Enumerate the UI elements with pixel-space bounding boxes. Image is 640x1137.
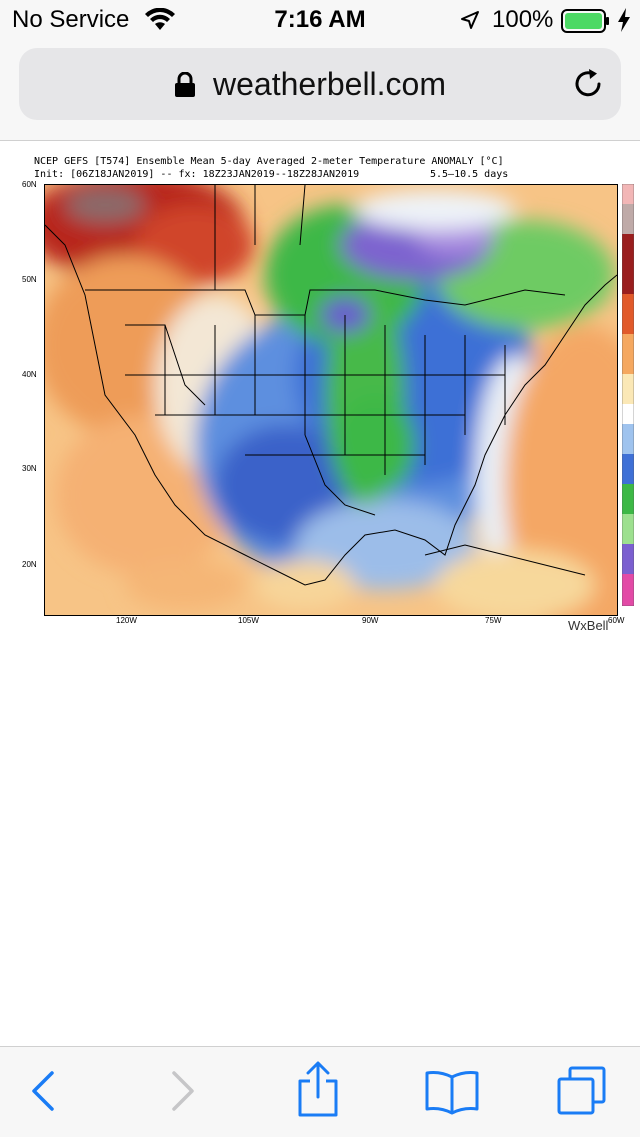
color-scale-bar (622, 184, 634, 606)
browser-chrome: weatherbell.com (0, 40, 640, 141)
location-arrow-icon (460, 10, 480, 35)
lat-label-40n: 40N (22, 370, 37, 379)
map-init-line: Init: [06Z18JAN2019] -- fx: 18Z23JAN2019… (34, 169, 360, 180)
reload-icon[interactable] (572, 67, 606, 106)
url-text: weatherbell.com (213, 66, 446, 102)
clock: 7:16 AM (274, 6, 366, 33)
forward-icon[interactable] (168, 1069, 198, 1118)
status-bar: No Service 7:16 AM 100% (0, 0, 640, 40)
safari-toolbar (0, 1046, 640, 1137)
map-frame (44, 184, 618, 616)
temperature-anomaly-map: NCEP GEFS [T574] Ensemble Mean 5-day Ave… (20, 152, 636, 636)
address-bar[interactable]: weatherbell.com (19, 48, 621, 120)
lat-label-30n: 30N (22, 464, 37, 473)
map-range: 5.5–10.5 days (430, 169, 509, 180)
wxbell-logo: WxBell (568, 618, 609, 633)
lon-label-120w: 120W (116, 616, 137, 625)
lon-label-60w: 60W (608, 616, 625, 625)
lock-icon (174, 71, 196, 103)
battery-icon (561, 9, 611, 38)
lon-label-75w: 75W (485, 616, 502, 625)
lat-label-20n: 20N (22, 560, 37, 569)
back-icon[interactable] (28, 1069, 58, 1118)
map-title: NCEP GEFS [T574] Ensemble Mean 5-day Ave… (34, 156, 504, 167)
carrier-label: No Service (12, 6, 130, 33)
share-icon[interactable] (296, 1061, 340, 1122)
lat-label-50n: 50N (22, 275, 37, 284)
lon-label-90w: 90W (362, 616, 379, 625)
anomaly-field (45, 185, 617, 615)
lat-label-60n: 60N (22, 180, 37, 189)
tabs-icon[interactable] (556, 1065, 608, 1122)
charging-bolt-icon (617, 8, 631, 37)
wifi-icon (144, 7, 176, 37)
lon-label-105w: 105W (238, 616, 259, 625)
battery-percentage: 100% (492, 6, 554, 33)
bookmarks-icon[interactable] (424, 1069, 480, 1120)
